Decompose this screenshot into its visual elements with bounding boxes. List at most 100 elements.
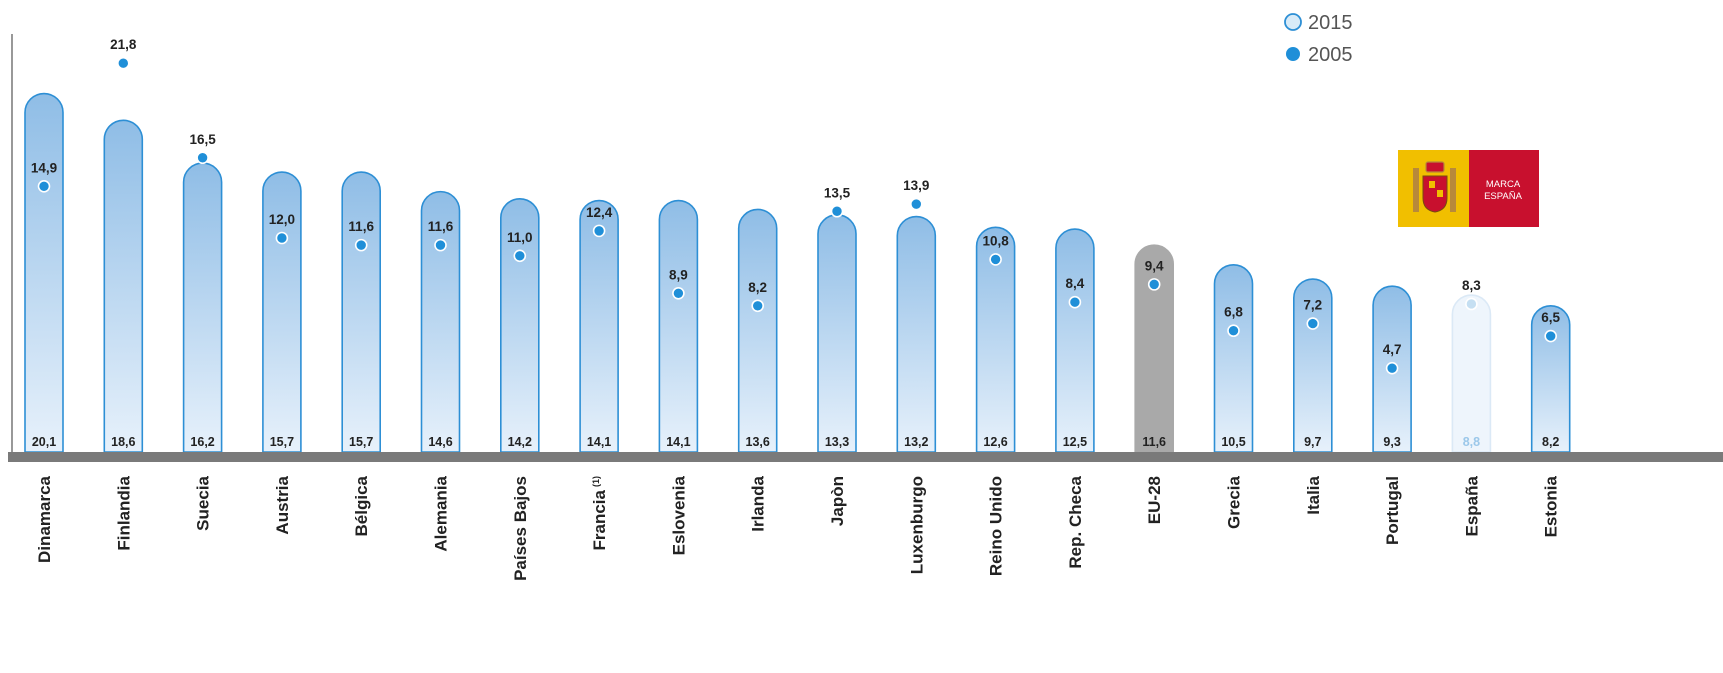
dot-2005 bbox=[117, 56, 130, 70]
logo-text-espana: ESPAÑA bbox=[1484, 191, 1523, 202]
value-label-2015: 12,6 bbox=[983, 435, 1007, 449]
bar-2015 bbox=[1451, 294, 1492, 453]
value-label-2005: 13,5 bbox=[824, 185, 851, 200]
dot-2005 bbox=[1147, 278, 1161, 291]
value-label-2015: 9,3 bbox=[1383, 435, 1400, 449]
bar-2015 bbox=[579, 199, 619, 453]
value-label-2005: 13,9 bbox=[903, 178, 929, 193]
category-label: Irlanda bbox=[749, 475, 768, 531]
dot-2005 bbox=[1227, 324, 1240, 338]
category-label: Suecia bbox=[194, 475, 213, 530]
dot-2005 bbox=[1544, 329, 1557, 343]
category-label: Alemania bbox=[432, 475, 451, 551]
dot-2005 bbox=[830, 204, 844, 218]
value-label-2015: 13,6 bbox=[746, 435, 770, 449]
category-label: Eslovenia bbox=[669, 475, 688, 555]
bar-2015 bbox=[896, 215, 937, 453]
value-label-2005: 21,8 bbox=[110, 37, 137, 52]
category-label: Luxenburgo bbox=[907, 476, 926, 574]
baseline bbox=[8, 452, 1723, 462]
value-label-2005: 7,2 bbox=[1303, 298, 1322, 313]
value-label-2015: 14,6 bbox=[428, 435, 452, 449]
value-label-2005: 11,0 bbox=[507, 230, 533, 245]
value-label-2015: 14,1 bbox=[587, 435, 611, 449]
category-label: Finlandia bbox=[114, 475, 133, 550]
value-label-2015: 15,7 bbox=[270, 435, 294, 449]
logo-text-marca: MARCA bbox=[1486, 179, 1521, 190]
value-label-2005: 6,5 bbox=[1541, 310, 1560, 325]
dot-2005 bbox=[1465, 297, 1478, 311]
category-label: EU-28 bbox=[1145, 476, 1164, 524]
dot-2005 bbox=[434, 238, 447, 252]
category-footnote: (1) bbox=[591, 476, 601, 487]
legend-2005-marker bbox=[1286, 47, 1300, 61]
category-label: Bélgica bbox=[352, 475, 371, 536]
dot-2005 bbox=[751, 299, 765, 313]
coat-of-arms-icon bbox=[1413, 161, 1456, 213]
bar-2015 bbox=[24, 92, 64, 453]
bar-2015 bbox=[500, 198, 540, 453]
value-label-2015: 8,8 bbox=[1463, 435, 1480, 449]
bar-2015 bbox=[1293, 278, 1333, 453]
dot-2005 bbox=[1385, 361, 1399, 375]
bar-2015 bbox=[1055, 228, 1095, 453]
bar-2015 bbox=[658, 199, 699, 453]
value-label-2015: 12,5 bbox=[1063, 435, 1087, 449]
value-label-2005: 8,2 bbox=[748, 280, 767, 295]
value-label-2015: 15,7 bbox=[349, 435, 373, 449]
value-label-2015: 16,2 bbox=[190, 435, 214, 449]
bar-2015 bbox=[262, 171, 302, 453]
value-label-2015: 10,5 bbox=[1221, 435, 1245, 449]
bar-2015 bbox=[420, 190, 461, 453]
category-label: Reino Unido bbox=[987, 476, 1006, 576]
dot-2005 bbox=[672, 286, 685, 300]
category-label: Dinamarca bbox=[35, 475, 54, 562]
category-label: España bbox=[1462, 475, 1481, 536]
value-label-2005: 12,4 bbox=[586, 205, 613, 220]
category-label: Rep. Checa bbox=[1066, 475, 1085, 568]
value-label-2005: 14,9 bbox=[31, 160, 57, 175]
bar-2015 bbox=[975, 226, 1016, 453]
logo-red-block bbox=[1469, 150, 1539, 227]
value-label-2015: 9,7 bbox=[1304, 435, 1321, 449]
value-label-2015: 14,2 bbox=[508, 435, 532, 449]
value-label-2005: 4,7 bbox=[1383, 342, 1402, 357]
category-label: Grecia bbox=[1225, 475, 1244, 528]
dot-2005 bbox=[354, 238, 368, 252]
value-label-2005: 8,3 bbox=[1462, 278, 1481, 293]
value-label-2005: 11,6 bbox=[348, 219, 374, 234]
value-label-2015: 13,3 bbox=[825, 435, 849, 449]
legend-2015-marker bbox=[1284, 13, 1302, 31]
bar-2015 bbox=[1213, 264, 1254, 453]
bar-2015 bbox=[182, 162, 223, 453]
bar-2015 bbox=[1134, 244, 1174, 453]
dot-2005 bbox=[909, 197, 923, 211]
dot-2005 bbox=[275, 231, 289, 245]
category-label: Francia(1) bbox=[590, 476, 609, 550]
legend-2005-label: 2005 bbox=[1308, 44, 1353, 66]
value-label-2015: 20,1 bbox=[32, 435, 56, 449]
bar-2015 bbox=[341, 171, 381, 453]
bar-2015 bbox=[817, 214, 857, 453]
value-label-2005: 6,8 bbox=[1224, 305, 1243, 320]
value-label-2015: 18,6 bbox=[111, 435, 135, 449]
category-label: Italia bbox=[1304, 475, 1323, 514]
dot-2005 bbox=[37, 179, 51, 193]
value-label-2005: 8,9 bbox=[669, 267, 688, 282]
dot-2005 bbox=[1068, 295, 1082, 309]
value-label-2005: 8,4 bbox=[1066, 276, 1085, 291]
category-label: Países Bajos bbox=[511, 476, 530, 581]
category-label: Japòn bbox=[828, 476, 847, 526]
value-label-2005: 11,6 bbox=[428, 219, 454, 234]
dot-2005 bbox=[592, 224, 606, 238]
value-label-2005: 9,4 bbox=[1145, 258, 1164, 273]
value-label-2005: 16,5 bbox=[189, 132, 216, 147]
value-label-2015: 13,2 bbox=[904, 435, 928, 449]
category-label: Austria bbox=[273, 475, 292, 534]
bar-2015 bbox=[1530, 305, 1571, 453]
category-label: Estonia bbox=[1542, 475, 1561, 537]
value-label-2015: 11,6 bbox=[1142, 435, 1166, 449]
value-label-2015: 14,1 bbox=[666, 435, 690, 449]
